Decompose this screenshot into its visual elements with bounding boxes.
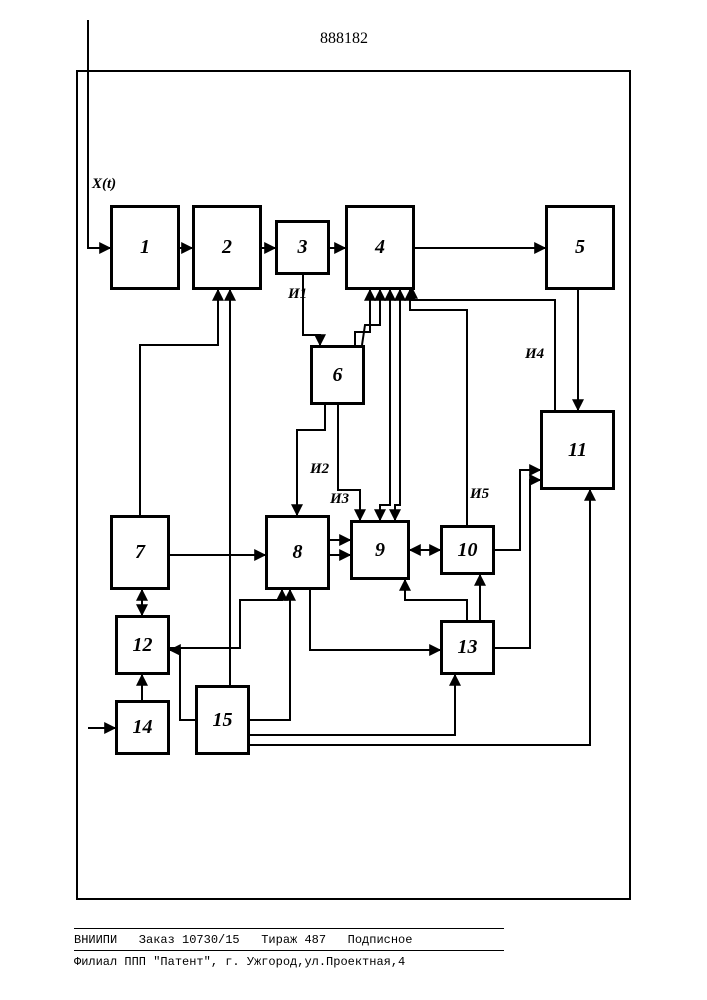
- footer-line-2: Филиал ППП "Патент", г. Ужгород,ул.Проек…: [74, 955, 405, 969]
- node-n6: 6: [310, 345, 365, 405]
- edge-label: И1: [288, 286, 307, 303]
- node-n12: 12: [115, 615, 170, 675]
- edge-label: И4: [525, 346, 544, 363]
- node-n7: 7: [110, 515, 170, 590]
- node-n4: 4: [345, 205, 415, 290]
- edges-layer: [0, 0, 707, 1000]
- node-n14: 14: [115, 700, 170, 755]
- footer-rule-2: [74, 950, 504, 951]
- node-n11: 11: [540, 410, 615, 490]
- footer-line-1: ВНИИПИ Заказ 10730/15 Тираж 487 Подписно…: [74, 933, 412, 947]
- edge-label: И2: [310, 461, 329, 478]
- node-n10: 10: [440, 525, 495, 575]
- node-n13: 13: [440, 620, 495, 675]
- node-n9: 9: [350, 520, 410, 580]
- node-n2: 2: [192, 205, 262, 290]
- node-n8: 8: [265, 515, 330, 590]
- footer-rule-1: [74, 928, 504, 929]
- node-n3: 3: [275, 220, 330, 275]
- edge-label: И3: [330, 491, 349, 508]
- page: 888182 123456789101112131415 X(t)И1И2И5И…: [0, 0, 707, 1000]
- node-n15: 15: [195, 685, 250, 755]
- node-n1: 1: [110, 205, 180, 290]
- edge-label: И5: [470, 486, 489, 503]
- edge-label: X(t): [92, 176, 116, 193]
- node-n5: 5: [545, 205, 615, 290]
